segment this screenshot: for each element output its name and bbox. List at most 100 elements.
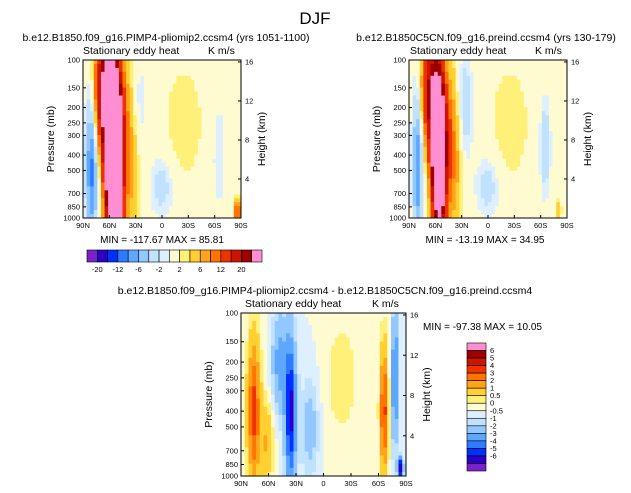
- heatmap-cell: [197, 178, 202, 183]
- heatmap-cell: [323, 353, 328, 359]
- heatmap-cell: [289, 467, 294, 473]
- heatmap-cell: [286, 471, 291, 477]
- heatmap-cell: [346, 357, 351, 363]
- heatmap-cell: [319, 386, 324, 391]
- heatmap-cell: [197, 198, 202, 203]
- heatmap-cell: [252, 451, 257, 457]
- heatmap-cell: [122, 162, 127, 168]
- heatmap-cell: [509, 79, 514, 85]
- heatmap-cell: [423, 139, 428, 144]
- heatmap-cell: [459, 111, 464, 116]
- heatmap-cell: [201, 210, 206, 215]
- heatmap-cell: [158, 214, 163, 219]
- heatmap-cell: [416, 119, 421, 124]
- heatmap-cell: [513, 111, 518, 116]
- heatmap-cell: [179, 79, 184, 85]
- heatmap-cell: [353, 357, 358, 363]
- heatmap-cell: [434, 131, 439, 136]
- heatmap-cell: [151, 206, 156, 211]
- y-axis-label-right: Height (km): [256, 112, 268, 166]
- heatmap-cell: [466, 214, 471, 219]
- heatmap-cell: [319, 394, 324, 399]
- heatmap-cell: [165, 111, 170, 116]
- height-tick-label: 12: [571, 96, 579, 105]
- heatmap-cell: [327, 317, 332, 322]
- x-tick-label: 60S: [208, 221, 221, 230]
- heatmap-cell: [263, 471, 268, 477]
- heatmap-cell: [172, 186, 177, 191]
- heatmap-cell: [342, 455, 347, 461]
- heatmap-cell: [516, 107, 521, 112]
- heatmap-cell: [552, 162, 557, 168]
- heatmap-cell: [505, 139, 510, 144]
- heatmap-cell: [452, 67, 457, 73]
- heatmap-cell: [491, 115, 496, 120]
- heatmap-cell: [108, 115, 113, 120]
- heatmap-cell: [83, 166, 87, 171]
- heatmap-cell: [165, 214, 170, 219]
- heatmap-cell: [342, 443, 347, 448]
- heatmap-cell: [434, 99, 439, 104]
- heatmap-cell: [484, 67, 489, 73]
- heatmap-cell: [342, 325, 347, 330]
- heatmap-cell: [552, 206, 557, 211]
- heatmap-cell: [263, 329, 268, 334]
- heatmap-cell: [144, 170, 149, 175]
- heatmap-cell: [441, 190, 446, 195]
- heatmap-cell: [319, 370, 324, 375]
- heatmap-cell: [448, 166, 453, 171]
- heatmap-cell: [491, 174, 496, 179]
- heatmap-cell: [523, 194, 528, 199]
- heatmap-cell: [126, 95, 131, 100]
- heatmap-cell: [263, 357, 268, 363]
- heatmap-cell: [480, 79, 485, 85]
- heatmap-cell: [271, 378, 276, 383]
- heatmap-cell: [502, 111, 507, 116]
- heatmap-cell: [241, 349, 246, 355]
- heatmap-cell: [172, 154, 177, 160]
- heatmap-cell: [197, 127, 202, 132]
- heatmap-cell: [513, 154, 518, 160]
- heatmap-cell: [559, 198, 564, 203]
- heatmap-cell: [223, 127, 228, 132]
- heatmap-cell: [267, 345, 272, 351]
- heatmap-cell: [368, 341, 373, 346]
- heatmap-cell: [212, 79, 217, 85]
- heatmap-cell: [252, 365, 257, 371]
- heatmap-cell: [430, 119, 435, 124]
- heatmap-cell: [470, 79, 475, 85]
- heatmap-cell: [136, 63, 141, 69]
- heatmap-cell: [331, 390, 336, 395]
- heatmap-cell: [531, 150, 536, 156]
- heatmap-cell: [286, 365, 291, 371]
- heatmap-cell: [165, 67, 170, 73]
- heatmap-cell: [349, 402, 354, 408]
- heatmap-cell: [223, 95, 228, 100]
- heatmap-cell: [312, 467, 317, 473]
- heatmap-cell: [301, 418, 306, 424]
- heatmap-cell: [248, 390, 253, 395]
- heatmap-cell: [520, 174, 525, 179]
- heatmap-cell: [226, 107, 231, 112]
- heatmap-cell: [263, 435, 268, 440]
- heatmap-cell: [502, 202, 507, 207]
- heatmap-cell: [111, 162, 116, 168]
- heatmap-cell: [100, 95, 105, 100]
- heatmap-cell: [459, 95, 464, 100]
- heatmap-cell: [126, 186, 131, 191]
- heatmap-cell: [230, 123, 235, 128]
- heatmap-cell: [86, 107, 91, 112]
- heatmap-cell: [520, 146, 525, 152]
- heatmap-cell: [448, 115, 453, 120]
- heatmap-cell: [212, 131, 217, 136]
- heatmap-cell: [563, 79, 568, 85]
- heatmap-cell: [368, 333, 373, 338]
- heatmap-cell: [86, 79, 91, 85]
- heatmap-cell: [357, 431, 362, 436]
- heatmap-cell: [312, 455, 317, 461]
- heatmap-cell: [419, 214, 424, 219]
- heatmap-cell: [452, 206, 457, 211]
- figure-title: DJF: [299, 9, 330, 28]
- heatmap-cell: [323, 329, 328, 334]
- heatmap-cell: [552, 71, 557, 77]
